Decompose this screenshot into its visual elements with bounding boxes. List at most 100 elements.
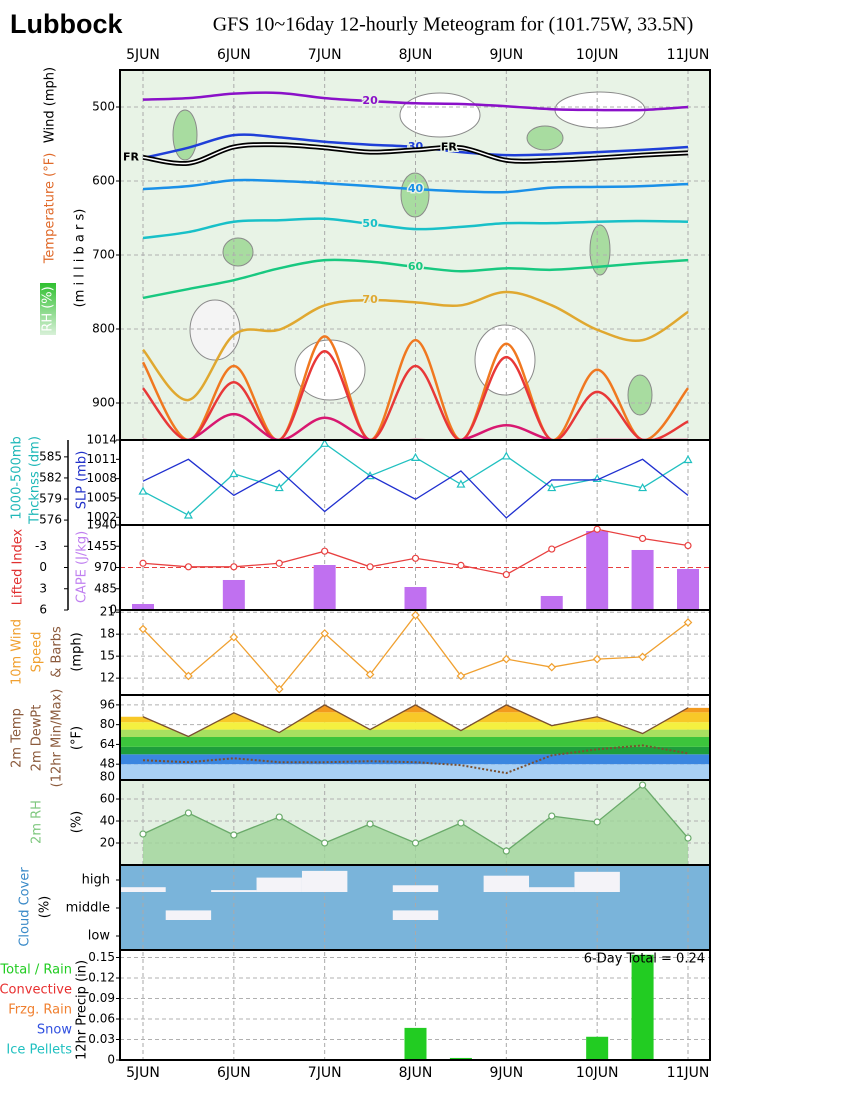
y-tick-label: 579: [39, 492, 62, 506]
cloud-clear: [211, 890, 257, 892]
rh-moist: [222, 237, 254, 267]
marker: [456, 671, 466, 681]
marker: [274, 684, 284, 694]
line: [142, 178, 689, 194]
y-tick-label: 800: [92, 322, 115, 336]
cloud-clear: [574, 871, 620, 892]
rh-moist: [526, 125, 564, 151]
marker: [501, 654, 511, 664]
axis-label: Thcknss (dm): [28, 436, 43, 525]
contour-label: 20: [362, 94, 378, 107]
legend-entry: Snow: [37, 1023, 72, 1038]
y-tick-label: 1002: [86, 510, 117, 524]
rh-moist: [589, 224, 611, 276]
marker: [638, 534, 647, 543]
date-label: 11JUN: [667, 1065, 710, 1081]
y-tick-label: 1014: [86, 433, 117, 447]
marker: [593, 818, 601, 826]
y-tick-label: 0.15: [88, 950, 115, 964]
line: [142, 258, 689, 300]
axis-label: (°F): [70, 726, 85, 750]
line: [142, 458, 689, 519]
line: [141, 335, 689, 440]
y-tick-label: 0.06: [88, 1012, 115, 1026]
dewpoint-line: [142, 744, 689, 775]
axis-label: Lifted Index: [11, 528, 26, 605]
marker: [321, 547, 329, 555]
y-tick-label: 582: [39, 470, 62, 484]
axis-label: (mph): [70, 632, 85, 671]
color-band: [120, 729, 710, 738]
marker: [365, 670, 375, 679]
axis-label: Temperature (°F): [43, 153, 58, 265]
marker: [320, 629, 330, 638]
annotation: 6-Day Total = 0.24: [584, 952, 705, 967]
color-band: [120, 722, 710, 730]
legend-entry: Ice Pellets: [6, 1043, 72, 1058]
marker: [683, 618, 693, 627]
axis-label: 12hr Precip (in): [75, 960, 90, 1060]
color-band: [120, 737, 710, 747]
bar: [631, 549, 654, 610]
cloud-clear: [120, 887, 166, 892]
legend-entry: Frzg. Rain: [8, 1003, 72, 1018]
line: [142, 290, 689, 402]
marker: [139, 559, 147, 567]
axis-label: 10m Wind: [10, 619, 25, 685]
marker: [320, 440, 330, 447]
marker: [548, 812, 556, 820]
contour-label: 50: [362, 217, 378, 230]
axis-label: Speed: [30, 632, 45, 673]
y-tick-label: 64: [100, 737, 115, 751]
panel-content: [138, 440, 693, 519]
rh-dry: [474, 324, 536, 396]
y-tick-label: 1005: [86, 490, 117, 504]
y-tick-label: 15: [100, 649, 115, 663]
marker: [184, 671, 193, 681]
y-tick-label: 6: [39, 603, 47, 617]
y-tick-label: 900: [92, 396, 115, 410]
y-tick-label: 1008: [86, 471, 117, 485]
y-tick-label: 585: [39, 449, 62, 463]
date-label: 9JUN: [489, 47, 523, 63]
color-band: [120, 764, 710, 780]
bar: [404, 586, 427, 610]
axis-label: Cloud Cover: [18, 867, 33, 947]
cloud-clear: [165, 910, 212, 920]
marker: [592, 654, 602, 664]
color-band: [120, 746, 710, 755]
y-tick-label: 1455: [86, 539, 117, 553]
color-band: [120, 704, 710, 713]
marker: [229, 468, 239, 478]
chart-title: GFS 10~16day 12-hourly Meteogram for (10…: [213, 14, 694, 36]
axis-label: 2m Temp: [10, 708, 25, 768]
panel-content: [120, 781, 710, 865]
contour-label: 60: [408, 260, 424, 273]
date-label: 7JUN: [308, 1065, 342, 1081]
marker: [138, 624, 148, 634]
marker: [184, 563, 193, 571]
axis-label: & Barbs: [50, 626, 65, 678]
axis-label: (%): [70, 811, 85, 834]
cloud-clear: [483, 875, 530, 892]
y-tick-label: 970: [94, 560, 117, 574]
marker: [366, 820, 374, 828]
y-tick-label: 60: [100, 792, 115, 806]
marker: [275, 813, 283, 821]
rh-dry: [294, 339, 366, 401]
color-band: [120, 754, 710, 765]
marker: [230, 563, 238, 571]
legend-entry: Total / Rain: [0, 963, 72, 978]
date-label: 5JUN: [126, 1065, 160, 1081]
bar: [540, 595, 563, 610]
y-tick-label: 96: [100, 697, 115, 711]
y-tick-label: 500: [92, 100, 115, 114]
bar: [586, 1036, 609, 1060]
line: [142, 704, 689, 738]
y-tick-label: 80: [100, 717, 115, 731]
marker: [684, 541, 692, 550]
panel-content: [120, 525, 710, 610]
axis-label: 2m DewPt: [30, 705, 45, 772]
bar: [677, 568, 699, 610]
date-label: 7JUN: [308, 47, 342, 63]
